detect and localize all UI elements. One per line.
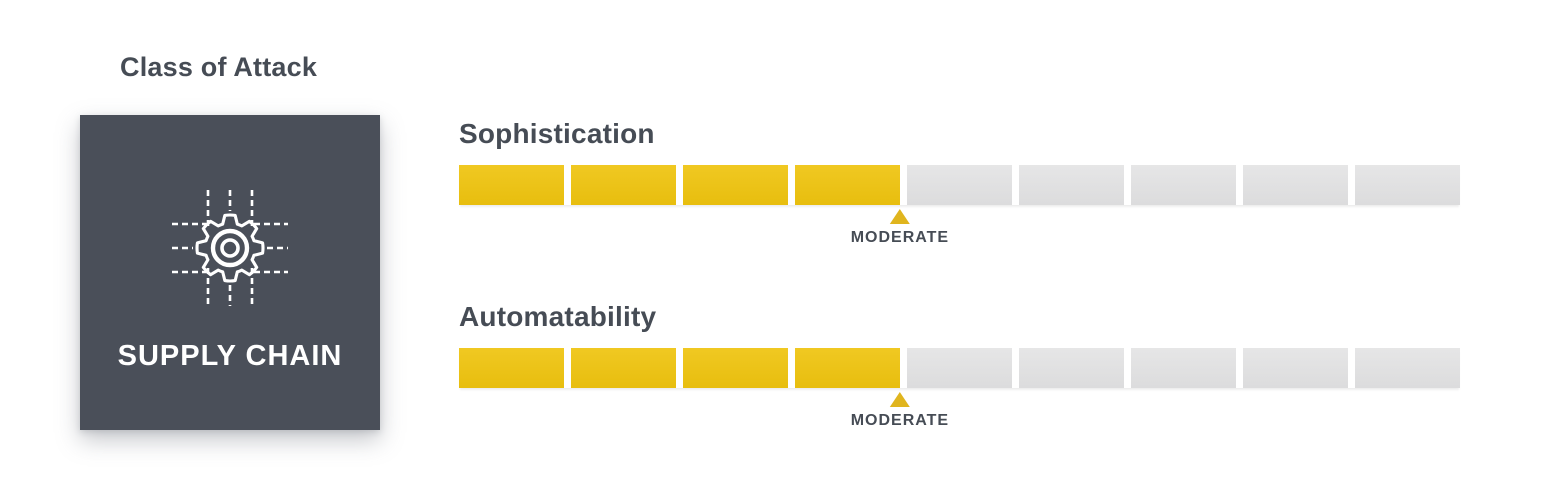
bar-segment bbox=[1019, 348, 1124, 388]
meter-title: Automatability bbox=[459, 301, 657, 332]
marker-row: MODERATE bbox=[459, 388, 1460, 448]
rating-bar bbox=[459, 165, 1460, 205]
page-title: Class of Attack bbox=[120, 52, 318, 82]
bar-segment bbox=[907, 348, 1012, 388]
rating-label: MODERATE bbox=[850, 229, 950, 246]
bar-segment bbox=[1355, 348, 1460, 388]
bar-segment bbox=[1355, 165, 1460, 205]
marker-triangle-icon bbox=[889, 209, 910, 224]
attack-class-card: SUPPLY CHAIN bbox=[80, 115, 380, 430]
meter-title: Sophistication bbox=[459, 118, 655, 149]
bar-segment bbox=[571, 348, 676, 388]
bar-segment bbox=[1243, 165, 1348, 205]
marker-triangle-icon bbox=[889, 392, 910, 407]
rating-marker: MODERATE bbox=[851, 209, 949, 247]
rating-bar bbox=[459, 348, 1460, 388]
marker-row: MODERATE bbox=[459, 205, 1460, 265]
bar-segment bbox=[571, 165, 676, 205]
rating-marker: MODERATE bbox=[851, 392, 949, 430]
bar-segment bbox=[459, 348, 564, 388]
bar-segment bbox=[795, 165, 900, 205]
rating-label: MODERATE bbox=[850, 412, 950, 429]
bar-segment bbox=[795, 348, 900, 388]
bar-segment bbox=[459, 165, 564, 205]
bar-segment bbox=[1131, 165, 1236, 205]
supply-chain-circuit-gear-icon bbox=[170, 188, 290, 308]
bar-segment bbox=[1131, 348, 1236, 388]
bar-segment bbox=[683, 348, 788, 388]
bar-segment bbox=[907, 165, 1012, 205]
meter-automatability: Automatability MODERATE bbox=[459, 301, 1460, 448]
bar-segment bbox=[1243, 348, 1348, 388]
meter-sophistication: Sophistication MODERATE bbox=[459, 118, 1460, 265]
attack-class-label: SUPPLY CHAIN bbox=[117, 340, 343, 372]
bar-segment bbox=[683, 165, 788, 205]
bar-segment bbox=[1019, 165, 1124, 205]
